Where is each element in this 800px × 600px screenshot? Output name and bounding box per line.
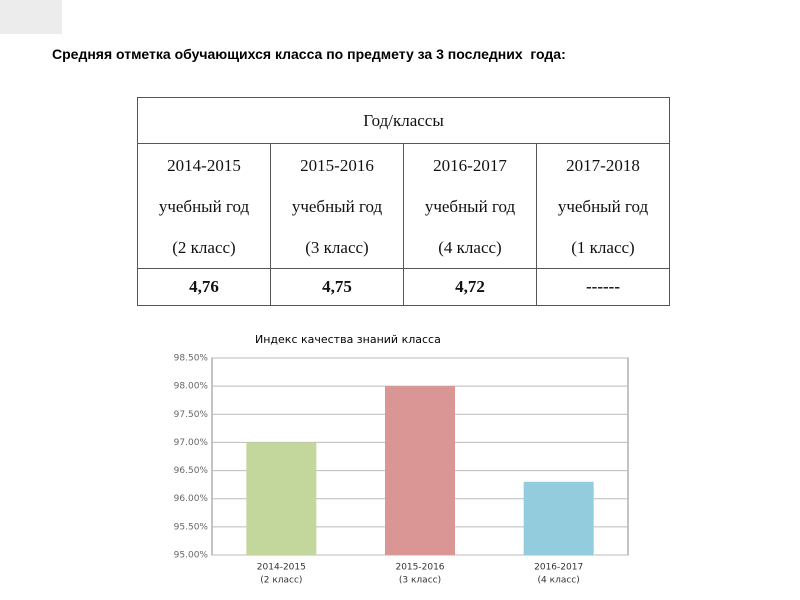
y-tick-label: 97.00% (174, 438, 209, 448)
year-cell: 2017-2018 учебный год (1 класс) (536, 143, 670, 269)
cell-line: (2 класс) (172, 237, 236, 257)
x-tick-label: 2015-2016 (395, 563, 444, 573)
year-cell: 2016-2017 учебный год (4 класс) (403, 143, 537, 269)
grade-cell: 4,72 (403, 268, 537, 306)
cell-line: 2016-2017 (433, 155, 507, 175)
cell-line: учебный год (158, 196, 250, 216)
x-tick-label: 2016-2017 (534, 563, 583, 573)
cell-line: (4 класс) (438, 237, 502, 257)
y-tick-label: 95.00% (174, 551, 209, 561)
bar (385, 386, 455, 555)
corner-box (0, 0, 62, 34)
y-tick-label: 97.50% (174, 410, 209, 420)
chart-title: Индекс качества знаний класса (255, 333, 441, 346)
x-tick-label: 2014-2015 (257, 563, 306, 573)
bar (246, 442, 317, 555)
grade-cell: 4,76 (137, 268, 271, 306)
y-tick-label: 96.50% (174, 466, 209, 476)
cell-line: учебный год (291, 196, 383, 216)
cell-line: учебный год (424, 196, 516, 216)
grade-cell: ------ (536, 268, 670, 306)
y-tick-label: 96.00% (174, 494, 209, 504)
y-tick-label: 98.00% (174, 382, 209, 392)
cell-line: (3 класс) (305, 237, 369, 257)
year-cell: 2014-2015 учебный год (2 класс) (137, 143, 271, 269)
y-tick-label: 98.50% (174, 354, 209, 364)
bar (523, 481, 594, 555)
grades-table: Год/классы 2014-2015 учебный год (2 класс)… (137, 97, 670, 306)
cell-line: (1 класс) (571, 237, 635, 257)
table-header: Год/классы (137, 97, 670, 144)
year-cell: 2015-2016 учебный год (3 класс) (270, 143, 404, 269)
y-tick-label: 95.50% (174, 522, 209, 532)
cell-line: учебный год (557, 196, 649, 216)
grade-cell: 4,75 (270, 268, 404, 306)
x-tick-label: (2 класс) (260, 576, 302, 586)
cell-line: 2015-2016 (300, 155, 374, 175)
x-tick-label: (3 класс) (399, 576, 441, 586)
slide-title: Средняя отметка обучающихся класса по пр… (52, 46, 566, 62)
cell-line: 2017-2018 (566, 155, 640, 175)
x-tick-label: (4 класс) (538, 576, 580, 586)
cell-line: 2014-2015 (167, 155, 241, 175)
